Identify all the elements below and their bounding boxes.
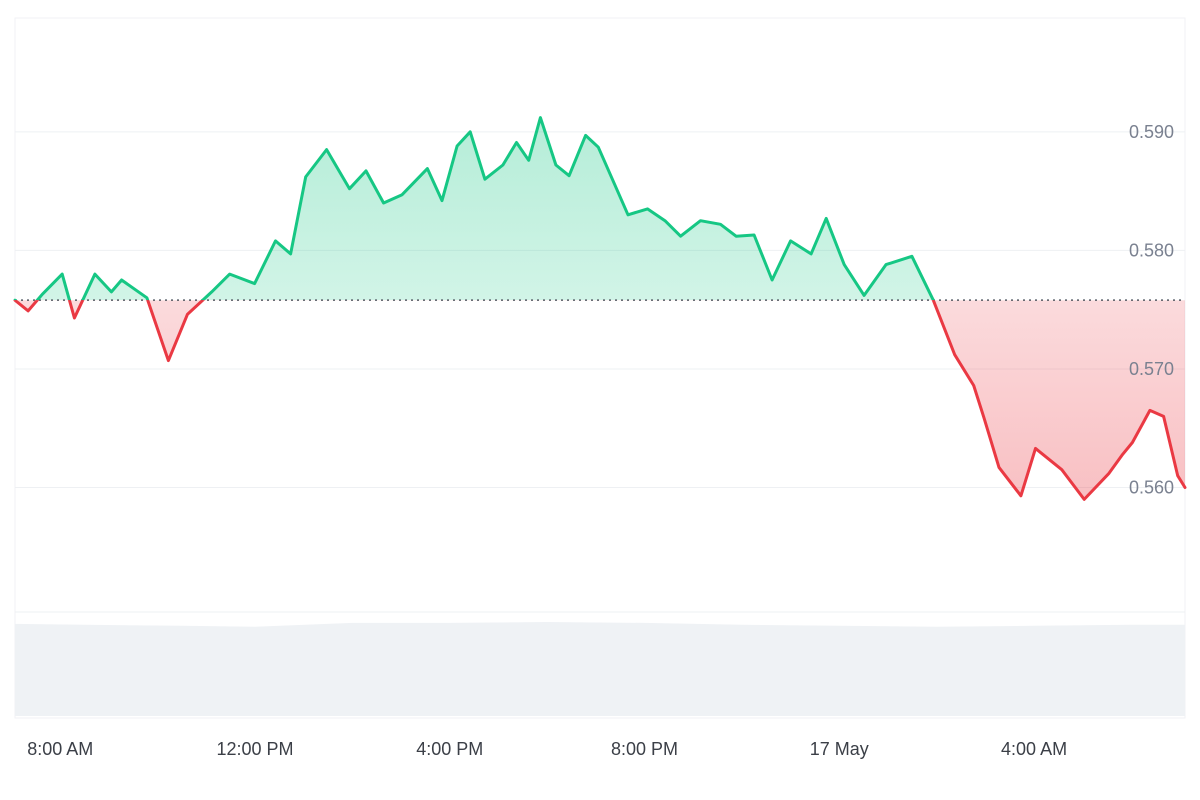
y-tick-label: 0.590	[1129, 122, 1174, 142]
x-tick-label: 12:00 PM	[217, 739, 294, 759]
x-tick-label: 17 May	[810, 739, 869, 759]
volume-shape	[15, 622, 1185, 716]
y-tick-label: 0.570	[1129, 359, 1174, 379]
y-axis-ticks: 0.590 0.580 0.570 0.560	[1129, 122, 1174, 498]
x-tick-label: 8:00 PM	[611, 739, 678, 759]
x-tick-label: 4:00 PM	[416, 739, 483, 759]
y-tick-label: 0.580	[1129, 240, 1174, 260]
area-fills	[15, 117, 1185, 500]
price-line[interactable]	[13, 116, 1187, 501]
area-fill-below-baseline	[15, 300, 1185, 500]
price-line-below-baseline[interactable]	[13, 118, 1187, 501]
price-line-above-baseline[interactable]	[13, 116, 1185, 500]
y-tick-label: 0.560	[1129, 478, 1174, 498]
volume-area	[15, 622, 1185, 716]
area-fill-above-baseline	[37, 117, 934, 301]
x-axis-ticks: 8:00 AM 12:00 PM 4:00 PM 8:00 PM 17 May 4:00 …	[27, 739, 1067, 759]
x-tick-label: 4:00 AM	[1001, 739, 1067, 759]
x-tick-label: 8:00 AM	[27, 739, 93, 759]
